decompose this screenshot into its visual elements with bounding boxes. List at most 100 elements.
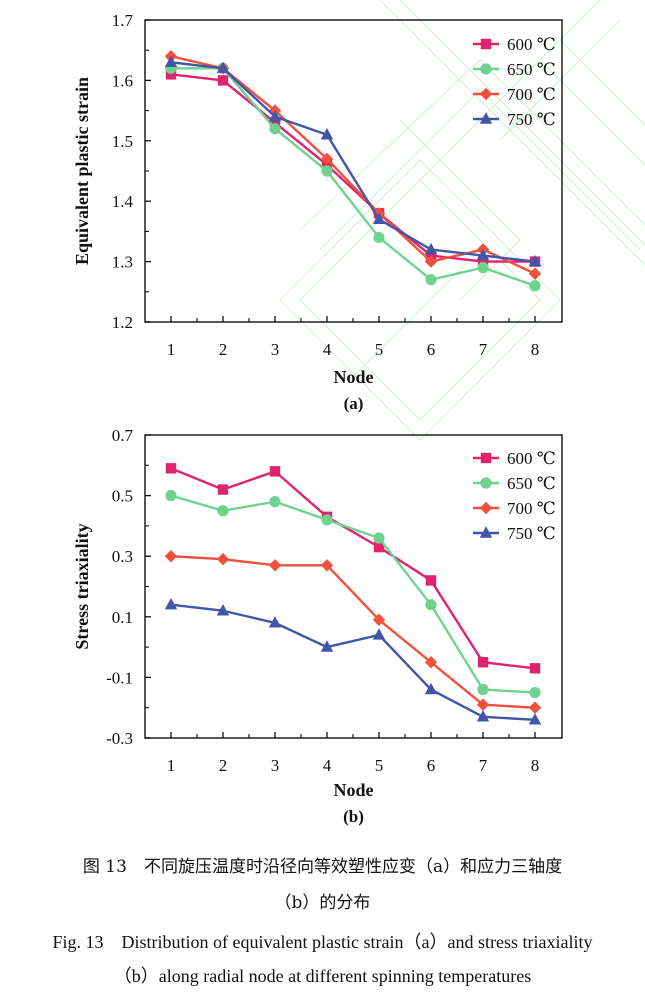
chart-a-ytick-label: 1.3 xyxy=(112,253,133,272)
chart-a-series-4-point xyxy=(476,248,490,261)
chart-b-series-1-line xyxy=(170,467,536,670)
chart-a-series-2-point xyxy=(425,274,437,286)
chart-b-series-3-point xyxy=(424,656,438,669)
caption-cn-line1: 图 13 不同旋压温度时沿径向等效塑性应变（a）和应力三轴度 xyxy=(82,857,563,877)
chart-a-xtick-label: 5 xyxy=(375,340,384,359)
chart-b-xtick-label: 2 xyxy=(219,756,228,775)
chart-a-series-3-point xyxy=(528,267,542,280)
chart-b-legend-marker xyxy=(480,477,492,489)
chart-b-sublabel: (b) xyxy=(343,807,364,826)
chart-b-series-4-point xyxy=(528,713,542,725)
chart-a-series-1-point xyxy=(165,69,177,80)
chart-b-series-2 xyxy=(165,490,541,699)
chart-a-series-4-point xyxy=(528,254,542,267)
chart-a-legend-marker xyxy=(480,38,492,50)
chart-b-xtick-label: 4 xyxy=(323,756,332,775)
chart-b-series-1-point xyxy=(425,575,437,586)
chart-a-sublabel: (a) xyxy=(344,394,364,413)
chart-a-series-2-point xyxy=(269,123,281,135)
chart-b-ytick-label: 0.5 xyxy=(112,487,133,506)
chart-b-series-4-point xyxy=(424,682,438,695)
chart-a-ytick-label: 1.4 xyxy=(112,192,134,211)
chart-a-legend-marker xyxy=(479,87,493,101)
caption-en-line1: Fig. 13 Distribution of equivalent plast… xyxy=(52,932,593,952)
chart-b-xtick-label: 7 xyxy=(479,756,488,775)
caption-en-line2: （b）along radial node at different spinni… xyxy=(113,966,532,986)
chart-b-series-1-point xyxy=(373,541,385,553)
chart-b: -0.3 -0.1 0.1 0.3 0.5 0.7 1 2 3 4 5 6 7 8 Node Stress t… xyxy=(72,426,563,826)
chart-b-series-2-point xyxy=(217,505,229,517)
chart-a-xtick-label: 1 xyxy=(167,340,176,359)
chart-b-series-1-point xyxy=(529,663,541,674)
chart-b-series-3-point xyxy=(268,559,282,572)
chart-b-series-2-point xyxy=(477,683,489,696)
chart-a-xtick-label: 6 xyxy=(427,340,436,359)
chart-b-series-4-point xyxy=(216,604,230,616)
chart-a-series-2-point xyxy=(321,165,333,177)
chart-b-xtick-label: 6 xyxy=(427,756,436,775)
chart-b-legend-label: 700 ℃ xyxy=(507,499,556,518)
chart-a-series-1-point xyxy=(269,117,281,128)
chart-a-series-1-point xyxy=(477,256,489,267)
chart-b-ytick-label: -0.3 xyxy=(106,729,133,748)
chart-a-series-4-line xyxy=(170,61,536,263)
chart-a-series-1-line xyxy=(170,73,535,263)
chart-a-legend-marker xyxy=(479,112,493,124)
chart-a-legend-marker xyxy=(480,63,492,75)
chart-a-series-4-point xyxy=(268,109,282,122)
chart-b-series-2-point xyxy=(269,496,281,508)
chart-b-ylabel: Stress triaxiality xyxy=(72,523,92,649)
chart-b-xtick-label: 5 xyxy=(375,756,384,775)
chart-a-ylabel: Equivalent plastic strain xyxy=(72,77,92,265)
chart-a-series-1 xyxy=(165,69,541,267)
chart-b-ytick-label: 0.7 xyxy=(112,426,134,445)
chart-b-legend-label: 650 ℃ xyxy=(507,474,556,493)
chart-a-series-3-line xyxy=(170,55,536,275)
chart-a-ytick-label: 1.6 xyxy=(112,71,133,90)
chart-a-series-2-line xyxy=(171,67,536,287)
chart-a-xtick-label: 2 xyxy=(219,340,228,359)
chart-b-series-4 xyxy=(164,597,542,725)
chart-b-legend-marker xyxy=(480,452,492,464)
chart-a-legend-label: 650 ℃ xyxy=(507,60,556,79)
chart-b-series-1-point xyxy=(217,484,229,495)
chart-b-series-4-point xyxy=(476,710,490,722)
chart-a-series-4-point xyxy=(164,55,178,67)
chart-b-series-4-line xyxy=(170,603,536,722)
chart-b-series-1-point xyxy=(477,657,489,668)
chart-b-series-2-point xyxy=(529,686,541,699)
chart-a-ytick-label: 1.2 xyxy=(112,313,133,332)
chart-b-series-4-point xyxy=(164,597,178,610)
chart-a-series-4-point xyxy=(320,128,334,140)
chart-b-series-4-point xyxy=(372,628,386,640)
chart-b-xtick-label: 1 xyxy=(167,756,176,775)
chart-a-legend-label: 600 ℃ xyxy=(507,35,556,54)
chart-b-ytick-label: 0.1 xyxy=(112,608,133,627)
chart-a-series-4-point xyxy=(216,61,230,74)
chart-b-frame xyxy=(144,434,563,739)
chart-a-series-2-point xyxy=(477,262,489,274)
chart-b-ytick-label: -0.1 xyxy=(106,668,133,687)
chart-a-series-4-point xyxy=(372,212,386,225)
chart-b-legend-label: 750 ℃ xyxy=(507,524,556,543)
chart-a-xtick-label: 3 xyxy=(271,340,280,359)
chart-b-series-1-point xyxy=(165,463,177,474)
chart-a-legend-label: 700 ℃ xyxy=(507,85,556,104)
chart-b-series-2-point xyxy=(425,599,437,611)
chart-a-series-2-point xyxy=(529,280,541,292)
chart-b-series-3-point xyxy=(164,550,178,563)
chart-a-series-3-point xyxy=(320,152,334,166)
chart-a-xtick-label: 8 xyxy=(531,340,540,359)
chart-a-xtick-label: 7 xyxy=(479,340,488,359)
chart-b-series-2-point xyxy=(321,514,333,526)
chart-a-legend-label: 750 ℃ xyxy=(507,110,556,129)
chart-a-ytick-label: 1.7 xyxy=(112,11,134,30)
chart-a-series-2-point xyxy=(373,231,385,244)
chart-b-ytick-label: 0.3 xyxy=(112,547,133,566)
chart-b-legend-label: 600 ℃ xyxy=(507,449,556,468)
chart-b-series-1-point xyxy=(269,466,281,477)
chart-b-series-4-point xyxy=(268,616,282,628)
chart-b-legend-marker xyxy=(479,526,493,538)
chart-a-series-3-point xyxy=(424,255,438,268)
chart-b-xtick-label: 3 xyxy=(271,756,280,775)
